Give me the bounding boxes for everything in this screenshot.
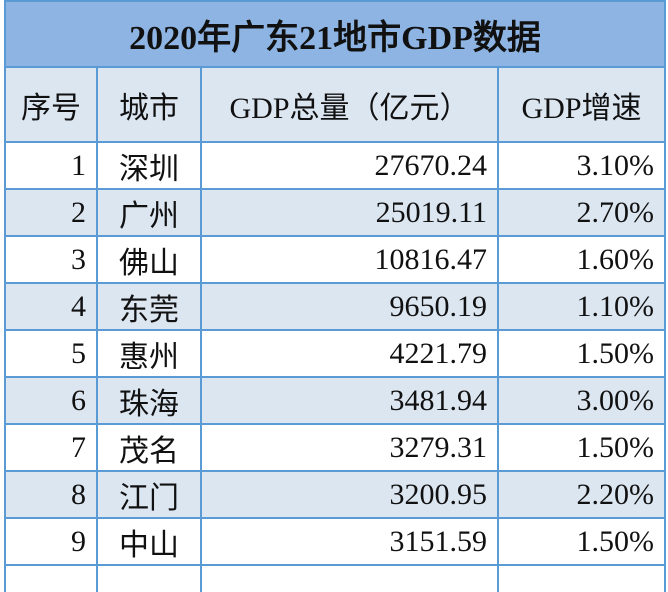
gdp-table: 2020年广东21地市GDP数据 序号 城市 GDP总量（亿元） GDP增速 1 深圳 27… [3,0,667,592]
header-cell: GDP总量（亿元） [200,66,499,143]
data-row [4,564,667,592]
cell: 3.00% [496,376,667,425]
cell: 2.70% [496,188,667,237]
cell: 3 [4,235,98,284]
cell: 1.60% [496,235,667,284]
cell: 3200.95 [200,470,499,519]
cell: 4221.79 [200,329,499,378]
cell: 25019.11 [200,188,499,237]
title-row: 2020年广东21地市GDP数据 [3,0,667,68]
cell: 江门 [96,470,202,519]
cell: 2 [4,188,98,237]
cell: 1 [4,141,98,190]
cell: 10816.47 [200,235,499,284]
data-row: 3 佛山 10816.47 1.60% [4,235,667,284]
header-cell: GDP增速 [496,66,667,143]
cell: 3151.59 [200,517,499,566]
cell: 惠州 [96,329,202,378]
data-row: 1 深圳 27670.24 3.10% [4,141,667,190]
data-row: 7 茂名 3279.31 1.50% [4,423,667,472]
cell: 4 [4,282,98,331]
data-row: 5 惠州 4221.79 1.50% [4,329,667,378]
cell: 佛山 [96,235,202,284]
cell: 3279.31 [200,423,499,472]
table-title: 2020年广东21地市GDP数据 [3,0,667,68]
cell: 6 [4,376,98,425]
cell: 9 [4,517,98,566]
cell: 3481.94 [200,376,499,425]
cell: 珠海 [96,376,202,425]
cell: 中山 [96,517,202,566]
data-row: 6 珠海 3481.94 3.00% [4,376,667,425]
header-row: 序号 城市 GDP总量（亿元） GDP增速 [4,66,667,143]
cell: 1.50% [496,423,667,472]
cell: 1.10% [496,282,667,331]
cell [200,564,499,592]
cell [4,564,98,592]
header-cell: 城市 [96,66,202,143]
data-row: 8 江门 3200.95 2.20% [4,470,667,519]
cell: 9650.19 [200,282,499,331]
header-cell: 序号 [4,66,98,143]
data-row: 9 中山 3151.59 1.50% [4,517,667,566]
cell: 7 [4,423,98,472]
cell: 深圳 [96,141,202,190]
cell: 茂名 [96,423,202,472]
cell: 1.50% [496,517,667,566]
data-row: 4 东莞 9650.19 1.10% [4,282,667,331]
cell: 东莞 [96,282,202,331]
cell: 5 [4,329,98,378]
table-body: 2020年广东21地市GDP数据 序号 城市 GDP总量（亿元） GDP增速 1 深圳 27… [3,0,667,592]
cell: 3.10% [496,141,667,190]
cell [96,564,202,592]
cell: 1.50% [496,329,667,378]
cell: 广州 [96,188,202,237]
data-row: 2 广州 25019.11 2.70% [4,188,667,237]
cell [496,564,667,592]
cell: 2.20% [496,470,667,519]
cell: 27670.24 [200,141,499,190]
cell: 8 [4,470,98,519]
